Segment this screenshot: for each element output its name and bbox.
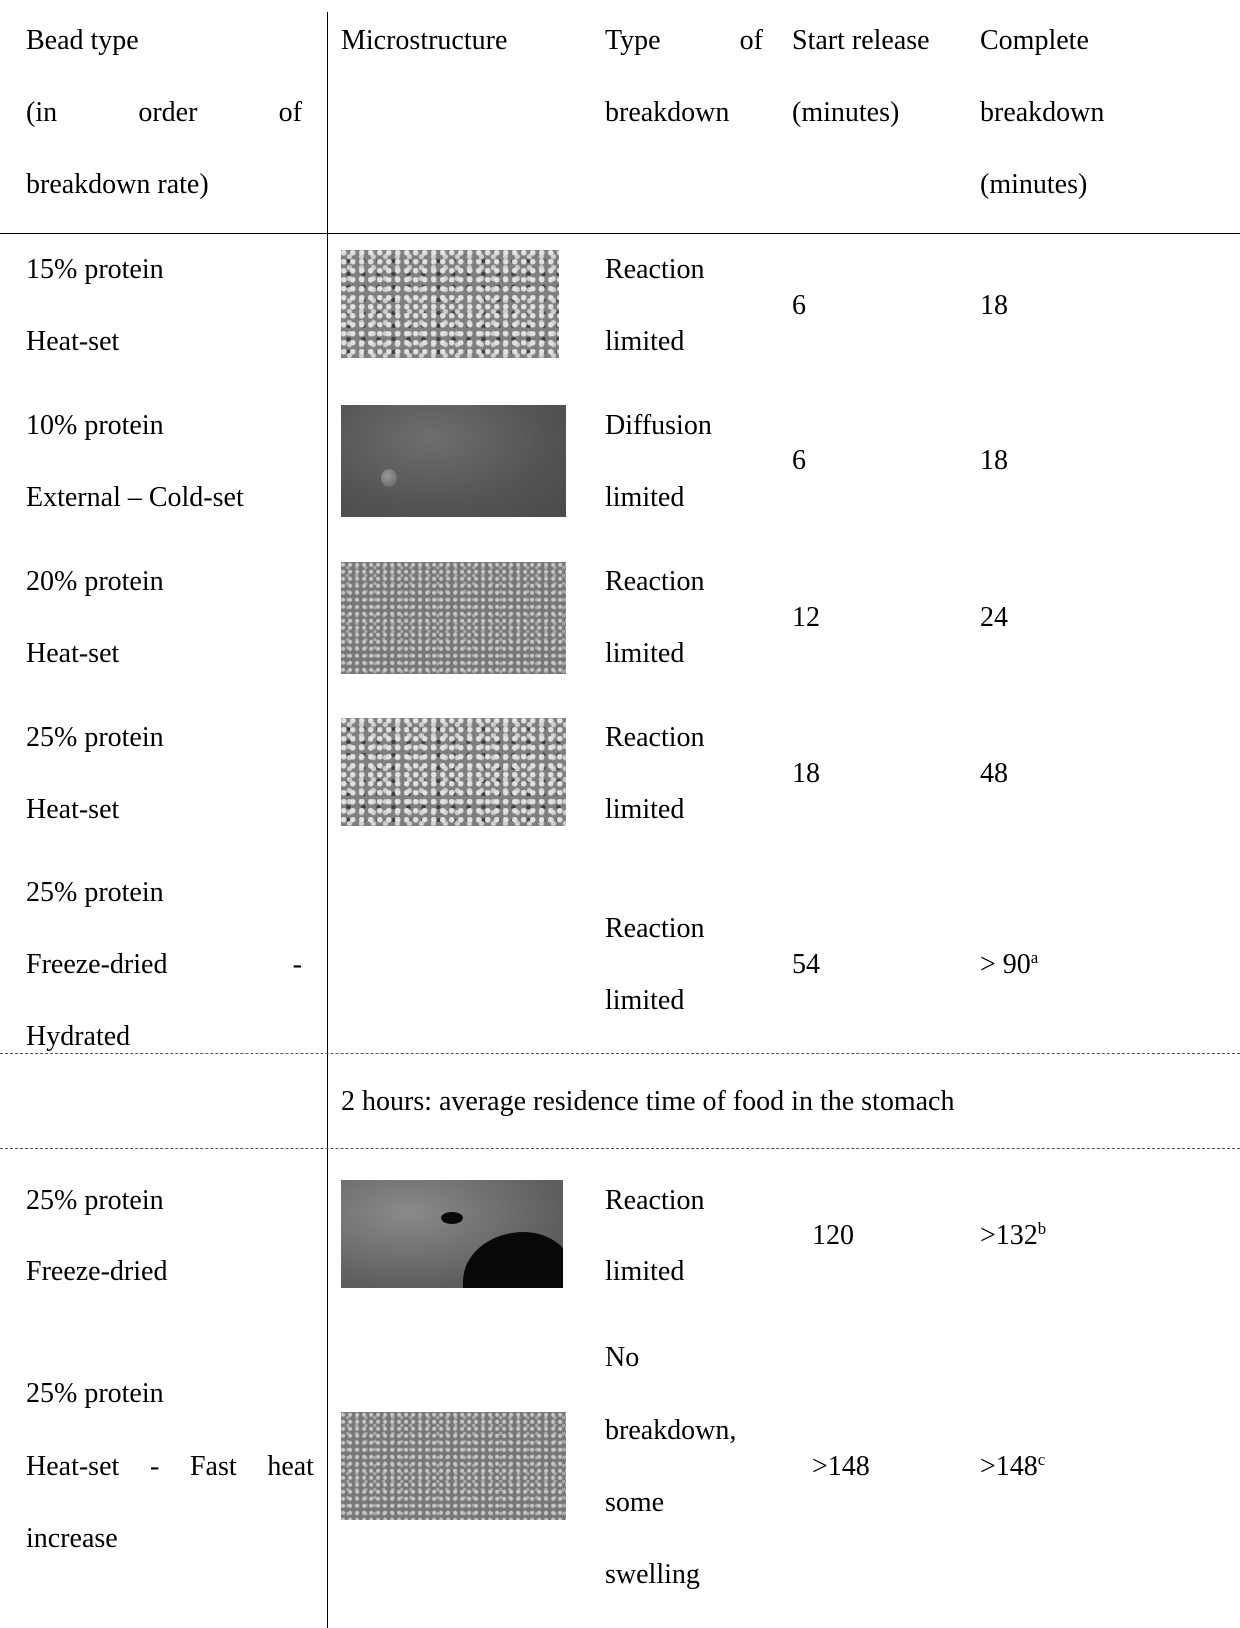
row5-bead-line3: Hydrated (26, 1021, 131, 1052)
row7-start-release: >148 (812, 1451, 870, 1482)
row2-start-release: 6 (792, 445, 806, 476)
row2-bead-line1: 10% protein (26, 410, 164, 441)
sem-micrograph-image (341, 405, 566, 517)
row5-bead-line2: Freeze-dried - (26, 949, 302, 980)
row2-breakdown-line1: Diffusion (605, 410, 712, 441)
row7-bead-line2: Heat-set - Fast heat (26, 1451, 314, 1482)
header-bead-type: Bead type (26, 25, 139, 56)
row1-complete-breakdown: 18 (980, 290, 1008, 321)
row4-bead-line1: 25% protein (26, 722, 164, 753)
row1-bead-line2: Heat-set (26, 326, 120, 357)
pore-shape (441, 1212, 463, 1224)
header-complete-minutes: (minutes) (980, 169, 1088, 200)
header-microstructure: Microstructure (341, 25, 508, 56)
row2-complete-breakdown: 18 (980, 445, 1008, 476)
row4-complete-breakdown: 48 (980, 758, 1008, 789)
row3-breakdown-line2: limited (605, 638, 685, 669)
row5-complete-breakdown: > 90a (980, 947, 1039, 980)
row6-start-release: 120 (812, 1220, 854, 1251)
row6-bead-line2: Freeze-dried (26, 1256, 168, 1287)
column-divider (327, 12, 328, 1628)
sem-micrograph-image (341, 1180, 563, 1288)
dashed-rule-bottom (0, 1148, 1240, 1149)
header-complete: Complete (980, 25, 1089, 56)
row7-bead-line3: increase (26, 1523, 118, 1554)
row1-breakdown-line2: limited (605, 326, 685, 357)
header-breakdown: breakdown (605, 97, 730, 128)
header-complete-breakdown: breakdown (980, 97, 1105, 128)
row6-complete-breakdown: >132b (980, 1218, 1047, 1251)
row2-breakdown-line2: limited (605, 482, 685, 513)
row7-breakdown-line3: some (605, 1487, 665, 1518)
row4-start-release: 18 (792, 758, 820, 789)
row7-breakdown-line2: breakdown, (605, 1415, 737, 1446)
row7-complete-breakdown: >148c (980, 1449, 1046, 1482)
row3-breakdown-line1: Reaction (605, 566, 705, 597)
header-start-release: Start release (792, 25, 930, 56)
row1-bead-line1: 15% protein (26, 254, 164, 285)
row3-start-release: 12 (792, 602, 820, 633)
row4-bead-line2: Heat-set (26, 794, 120, 825)
header-breakdown-rate: breakdown rate) (26, 169, 209, 200)
header-start-minutes: (minutes) (792, 97, 900, 128)
header-type-of: Type of (605, 25, 763, 56)
row4-breakdown-line2: limited (605, 794, 685, 825)
row2-bead-line2: External – Cold-set (26, 482, 244, 513)
dashed-rule-top (0, 1053, 1240, 1054)
pore-shape (463, 1232, 563, 1288)
row6-bead-line1: 25% protein (26, 1185, 164, 1216)
sem-micrograph-image (341, 1412, 566, 1520)
sem-micrograph-image (341, 562, 566, 674)
row5-breakdown-line2: limited (605, 985, 685, 1016)
row5-breakdown-line1: Reaction (605, 913, 705, 944)
row6-breakdown-line1: Reaction (605, 1185, 705, 1216)
row7-breakdown-line4: swelling (605, 1559, 700, 1590)
row7-breakdown-line1: No (605, 1342, 640, 1373)
sem-micrograph-image (341, 718, 566, 826)
sem-micrograph-image (341, 250, 559, 358)
row1-start-release: 6 (792, 290, 806, 321)
row7-bead-line1: 25% protein (26, 1378, 164, 1409)
header-order-of: (in order of (26, 97, 302, 128)
row6-breakdown-line2: limited (605, 1256, 685, 1287)
header-rule (0, 233, 1240, 234)
row4-breakdown-line1: Reaction (605, 722, 705, 753)
row1-breakdown-line1: Reaction (605, 254, 705, 285)
row3-complete-breakdown: 24 (980, 602, 1008, 633)
row3-bead-line1: 20% protein (26, 566, 164, 597)
row5-start-release: 54 (792, 949, 820, 980)
row3-bead-line2: Heat-set (26, 638, 120, 669)
residence-time-note: 2 hours: average residence time of food … (341, 1086, 955, 1117)
row5-bead-line1: 25% protein (26, 877, 164, 908)
